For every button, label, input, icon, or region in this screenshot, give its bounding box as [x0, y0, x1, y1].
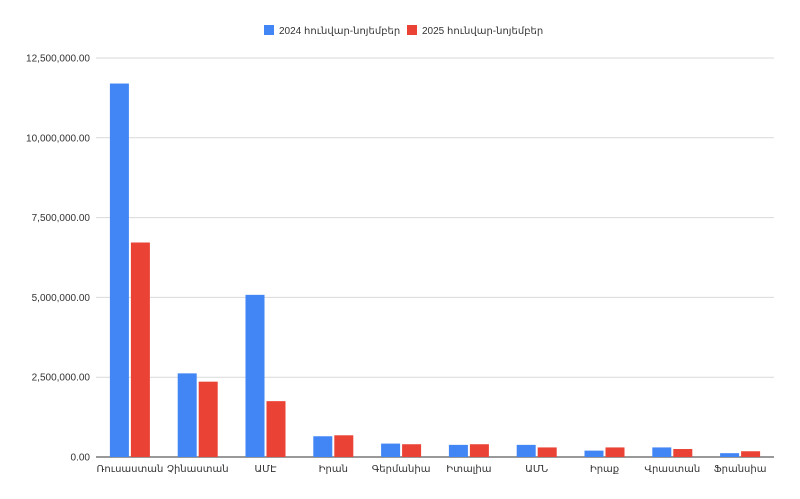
- bar-2024-5: [448, 444, 468, 457]
- legend-swatch-1: [407, 25, 417, 35]
- bar-2025-1: [198, 381, 218, 457]
- x-category-label: Իրաք: [590, 464, 619, 475]
- x-category-label: Իտալիա: [446, 464, 491, 475]
- bar-2024-7: [584, 450, 604, 457]
- x-category-label: Չինաստան: [167, 464, 229, 475]
- chart-legend: 2024 հունվար-նոյեմբեր 2025 հունվար-նոյեմբ…: [264, 25, 543, 37]
- bar-2024-9: [720, 453, 740, 457]
- bar-2025-9: [741, 451, 761, 457]
- x-axis: Ռուսաստան Չինաստան ԱՄԷ Իրան Գերմանիա Իտալիա ԱՄ…: [96, 464, 766, 475]
- bar-2025-8: [673, 449, 693, 457]
- bar-2024-1: [177, 373, 197, 457]
- y-tick-label: 12,500,000.00: [26, 54, 90, 65]
- bar-2025-2: [266, 401, 286, 457]
- chart-bars: [109, 83, 761, 457]
- bar-2024-3: [313, 436, 333, 457]
- bar-2025-4: [402, 444, 422, 457]
- x-category-label: ԱՄՆ: [525, 464, 548, 475]
- x-category-label: ԱՄԷ: [255, 464, 278, 475]
- bar-2025-7: [605, 447, 625, 457]
- legend-label-0: 2024 հունվար-նոյեմբեր: [279, 26, 400, 37]
- bar-2024-2: [245, 294, 265, 457]
- bar-2025-3: [334, 435, 354, 457]
- x-category-label: Ռուսաստան: [96, 464, 163, 475]
- y-tick-label: 10,000,000.00: [26, 133, 90, 144]
- bar-2024-8: [652, 447, 672, 457]
- legend-swatch-0: [264, 25, 274, 35]
- bar-2024-4: [381, 443, 401, 457]
- x-category-label: Իրան: [319, 464, 348, 475]
- x-category-label: Վրաստան: [644, 464, 700, 475]
- y-tick-label: 2,500,000.00: [32, 373, 91, 384]
- bar-2025-6: [537, 447, 557, 457]
- legend-label-1: 2025 հունվար-նոյեմբեր: [422, 26, 543, 37]
- bar-2024-6: [516, 444, 536, 457]
- bar-2025-0: [130, 242, 150, 457]
- chart-gridlines: [96, 57, 774, 458]
- bar-2024-0: [109, 83, 129, 457]
- x-category-label: Ֆրանսիա: [714, 464, 767, 475]
- y-tick-label: 5,000,000.00: [32, 293, 91, 304]
- y-tick-label: 7,500,000.00: [32, 213, 91, 224]
- y-tick-label: 0.00: [71, 453, 91, 464]
- y-axis: 0.00 2,500,000.00 5,000,000.00 7,500,000.00…: [26, 54, 90, 464]
- bar-2025-5: [469, 444, 489, 457]
- x-category-label: Գերմանիա: [372, 464, 431, 475]
